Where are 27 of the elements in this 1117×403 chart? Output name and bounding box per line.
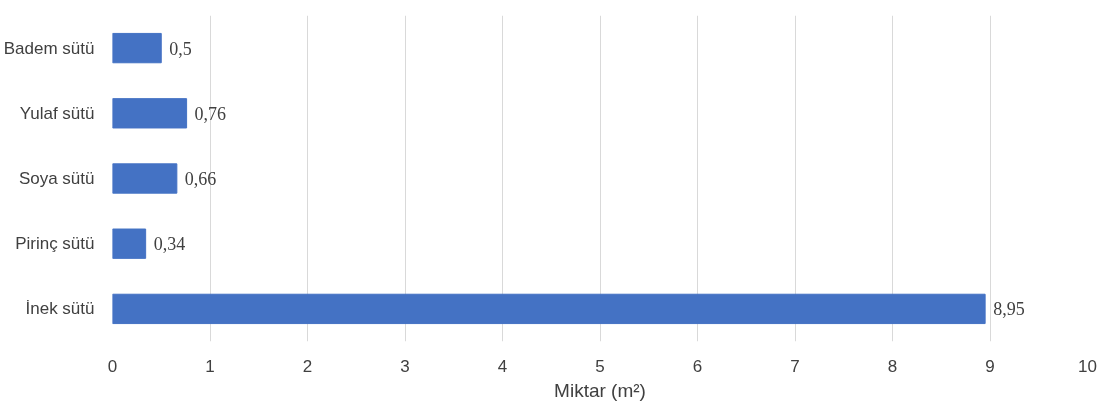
x-tick-label: 4 [497, 356, 508, 376]
data-label: 8,95 [993, 299, 1025, 320]
x-axis-title: Miktar (m²) [554, 379, 646, 401]
y-tick-label: Yulaf sütü [19, 103, 95, 123]
x-tick-label: 8 [887, 356, 898, 376]
y-tick-label: Pirinç sütü [15, 234, 95, 254]
bar [112, 228, 147, 259]
data-label: 0,5 [169, 38, 192, 59]
data-label: 0,34 [153, 234, 186, 255]
x-tick-label: 7 [790, 356, 800, 376]
x-tick-label: 6 [692, 356, 703, 376]
x-tick-label: 5 [595, 356, 605, 376]
x-tick-label: 1 [205, 356, 215, 376]
data-label: 0,76 [194, 103, 227, 124]
y-tick-label: Soya sütü [18, 169, 95, 188]
x-tick-label: 0 [107, 356, 118, 376]
bar [112, 32, 162, 64]
bar [112, 163, 178, 194]
x-tick-label: 2 [302, 356, 313, 376]
data-label: 0,66 [184, 169, 217, 189]
bar [112, 293, 986, 325]
y-tick-label: Badem sütü [3, 38, 95, 58]
x-tick-label: 3 [400, 356, 410, 376]
x-tick-label: 10 [1078, 356, 1097, 376]
x-tick-label: 9 [985, 356, 995, 376]
y-tick-label: İnek sütü [25, 299, 95, 319]
bar [112, 98, 188, 129]
